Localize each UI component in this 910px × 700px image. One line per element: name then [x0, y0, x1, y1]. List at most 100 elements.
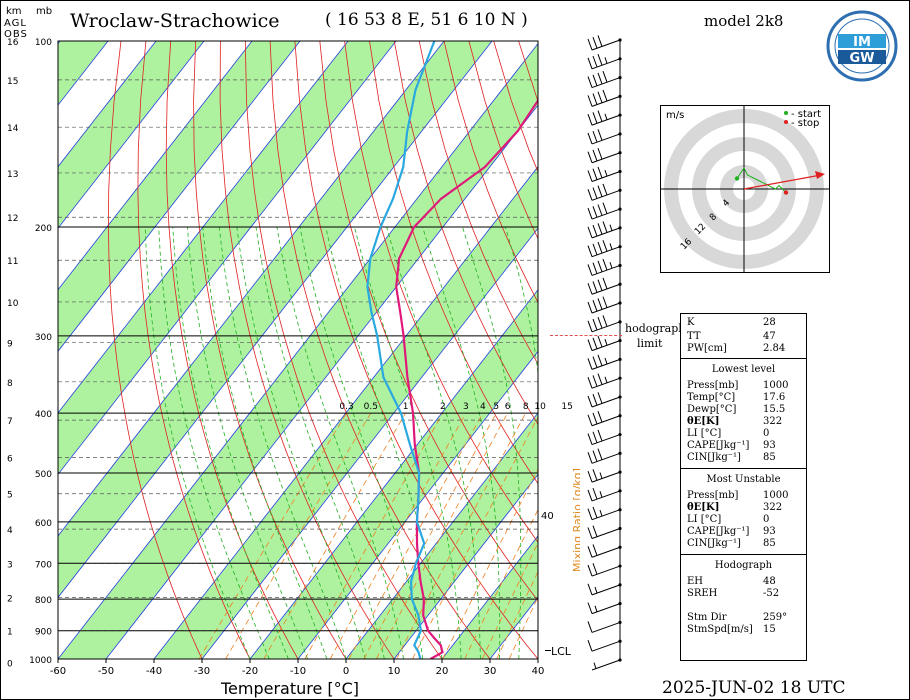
- hodo-row-sreh: SREH -52: [687, 588, 780, 599]
- hodograph-stats-title: Hodograph: [714, 560, 773, 571]
- dewpoint-profile: [366, 41, 436, 659]
- mixing-ratio-axis-label: Mixing Ratio [g/kg]: [571, 468, 580, 572]
- index-row-k: K 28: [687, 317, 776, 328]
- hodograph-start-legend-marker: [784, 111, 788, 115]
- km-tick-label: 15: [7, 77, 18, 87]
- x-tick-label: -10: [290, 666, 306, 677]
- wind-barbs-panel: [587, 35, 622, 671]
- wind-barb: [587, 129, 622, 145]
- wind-barb: [587, 315, 622, 333]
- unstable-row-cin: CIN[Jkg⁻¹] 85: [687, 538, 776, 549]
- dry-adiabat: [443, 41, 538, 304]
- station-coordinates: ( 16 53 8 E, 51 6 10 N ): [325, 10, 528, 30]
- pressure-tick-label: 300: [35, 333, 52, 343]
- wind-barb: [587, 89, 622, 107]
- wind-barb: [587, 544, 622, 558]
- km-tick-label: 5: [7, 491, 13, 501]
- isotherm-line: [58, 41, 157, 168]
- temperature-profile: [395, 98, 538, 659]
- unstable-row-cape: CAPE[Jkg⁻¹] 93: [687, 526, 776, 537]
- moist-adiabat: [325, 226, 443, 659]
- moist-adiabat: [354, 226, 462, 659]
- x-tick-label: -20: [242, 666, 258, 677]
- wind-barb: [587, 221, 622, 239]
- wind-barb: [587, 429, 622, 446]
- wind-barb: [587, 35, 622, 51]
- lowest-row-cin: CIN[Jkg⁻¹] 85: [687, 452, 776, 463]
- pressure-tick-label: 800: [35, 596, 52, 606]
- isotherm-line: [58, 41, 397, 476]
- pressure-tick-label: 200: [35, 224, 52, 234]
- lowest-row-thetae: θE[K] 322: [687, 416, 783, 427]
- dry-adiabat: [418, 41, 538, 365]
- km-tick-label: 2: [7, 594, 13, 604]
- mixing-ratio-label: 0.5: [364, 402, 378, 412]
- wind-barb: [587, 277, 622, 295]
- dry-adiabat: [393, 41, 538, 425]
- hodograph-limit-label-1: hodograph: [625, 322, 686, 335]
- mixing-ratio-label: 6: [505, 402, 511, 412]
- hodograph-stop-legend-marker: [784, 120, 788, 124]
- x-tick-label: -50: [98, 666, 114, 677]
- label-40: 40: [541, 511, 554, 522]
- x-tick-label: -30: [194, 666, 210, 677]
- wind-barb: [587, 373, 622, 389]
- unstable-row-li: LI [°C] 0: [687, 514, 770, 525]
- x-tick-label: 30: [484, 666, 497, 677]
- imgw-logo: IM GW: [826, 10, 898, 82]
- logo-text-top: IM: [853, 35, 871, 50]
- moist-adiabat: [462, 226, 522, 659]
- pressure-tick-label: 400: [35, 410, 52, 420]
- lcl-label: LCL: [551, 645, 571, 658]
- km-tick-label: 4: [7, 526, 13, 536]
- mixing-ratio-label: 1: [403, 402, 409, 412]
- index-row-tt: TT 47: [687, 331, 776, 342]
- dry-adiabat: [369, 41, 538, 485]
- logo-text-bottom: GW: [849, 51, 874, 66]
- mixing-ratio-label: 4: [480, 402, 486, 412]
- wind-barb: [587, 71, 622, 89]
- hodo-row-spacer: [681, 600, 806, 612]
- model-label: model 2k8: [704, 12, 784, 30]
- wind-barb: [587, 166, 622, 182]
- agl-header: AGL: [4, 18, 27, 29]
- lcl-tick: [545, 650, 551, 651]
- isotherm-line: [249, 289, 538, 659]
- skewt-axes: 0.30.51234568101520253035100090080070060…: [7, 38, 573, 677]
- mixing-ratio-label: 5: [493, 402, 499, 412]
- km-tick-label: 1: [7, 627, 13, 637]
- skewt-chart: 0.30.51234568101520253035100090080070060…: [7, 38, 580, 698]
- date-time-label: 2025-JUN-02 18 UTC: [662, 678, 846, 698]
- x-tick-label: -60: [50, 666, 66, 677]
- lowest-row-dewp: Dewp[°C] 15.5: [687, 404, 786, 415]
- km-tick-label: 3: [7, 561, 13, 571]
- km-tick-label: 12: [7, 214, 18, 224]
- hodograph-label-8: 8: [708, 212, 719, 223]
- wind-barb: [587, 392, 622, 408]
- mixing-ratio-label: 0.3: [339, 402, 353, 412]
- wind-barb: [587, 296, 622, 314]
- station-title: Wroclaw-Strachowice: [70, 10, 280, 32]
- pressure-tick-label: 600: [35, 519, 52, 529]
- lowest-row-cape: CAPE[Jkg⁻¹] 93: [687, 440, 776, 451]
- km-tick-label: 9: [7, 339, 13, 349]
- x-tick-label: 10: [388, 666, 401, 677]
- storm-motion-arrowhead: [815, 171, 825, 179]
- pressure-tick-label: 900: [35, 628, 52, 638]
- km-tick-label: 10: [7, 299, 19, 309]
- index-row-pw: PW[cm] 2.84: [687, 343, 786, 354]
- hodo-row-stm-spd: StmSpd[m/s] 15: [687, 624, 776, 635]
- obs-header: OBS: [4, 29, 28, 40]
- wind-barb: [587, 487, 622, 502]
- km-tick-label: 0: [7, 660, 13, 670]
- wind-barb: [587, 183, 622, 201]
- wind-barb: [587, 54, 622, 70]
- storm-motion-arrow: [743, 174, 822, 190]
- mb-header: mb: [36, 6, 53, 17]
- x-axis-label: Temperature [°C]: [220, 679, 359, 698]
- isotherm-line: [58, 41, 301, 352]
- x-tick-label: 0: [343, 666, 349, 677]
- km-tick-label: 13: [7, 170, 18, 180]
- wind-barb: [587, 410, 622, 427]
- hodograph-label-4: 4: [721, 198, 732, 209]
